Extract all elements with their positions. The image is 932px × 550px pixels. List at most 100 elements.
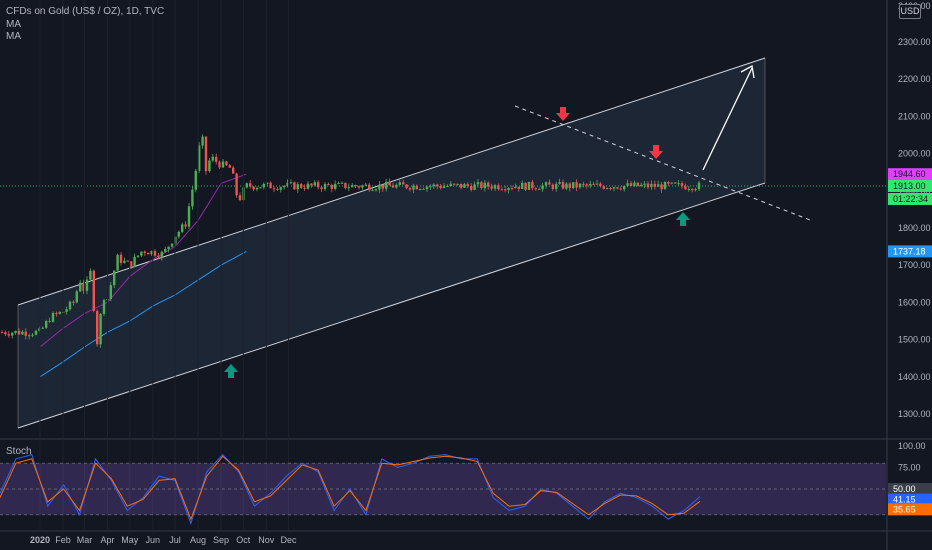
candle <box>585 183 588 189</box>
candle <box>541 182 544 192</box>
candle <box>544 181 548 189</box>
candle <box>289 179 293 185</box>
candle <box>490 183 493 191</box>
candle <box>133 253 136 268</box>
price-tick-label: 1300.00 <box>898 409 931 419</box>
candle <box>510 185 514 191</box>
sell-arrow-icon <box>649 145 663 159</box>
candle <box>75 289 78 304</box>
candle <box>208 158 211 173</box>
candle <box>364 182 367 186</box>
candle <box>357 185 361 190</box>
target-arrow-line[interactable] <box>702 67 753 171</box>
candle <box>143 250 146 256</box>
candle <box>578 183 582 189</box>
candle <box>555 181 558 192</box>
candle <box>606 187 609 190</box>
candle <box>402 179 405 185</box>
candle <box>514 183 517 189</box>
candle <box>422 187 425 190</box>
candle <box>697 180 701 191</box>
candle <box>663 181 667 190</box>
candle <box>215 153 218 165</box>
candle <box>412 183 415 194</box>
candle <box>327 182 330 186</box>
candle <box>55 311 58 317</box>
candle <box>194 168 197 193</box>
stoch-d-line[interactable] <box>0 455 701 521</box>
candle <box>153 249 157 258</box>
channel-top-line[interactable] <box>17 57 766 306</box>
candle <box>374 188 378 192</box>
candle <box>419 188 422 191</box>
candle <box>65 306 68 315</box>
candle <box>368 182 371 192</box>
channel-fill <box>18 58 765 428</box>
candle <box>687 185 690 192</box>
candle <box>238 192 242 202</box>
candle <box>79 279 82 292</box>
candle <box>616 187 619 190</box>
candle <box>85 276 89 295</box>
candle <box>184 221 187 230</box>
candle <box>262 182 265 190</box>
time-tick-label: 2020 <box>30 535 50 545</box>
sell-arrow-icon <box>556 107 570 121</box>
candle <box>534 187 537 191</box>
candle <box>272 185 276 193</box>
price-tag <box>888 168 932 181</box>
time-tick-label: Mar <box>77 535 93 545</box>
candle <box>572 182 575 190</box>
candle <box>473 181 476 191</box>
candle <box>140 251 143 257</box>
candle <box>463 182 466 188</box>
candle <box>470 183 473 192</box>
candle <box>58 311 61 315</box>
ma-legend-slow[interactable]: MA <box>6 31 21 42</box>
candle <box>507 187 510 194</box>
currency-selector[interactable]: USD <box>899 4 921 19</box>
candle <box>191 186 194 210</box>
ma-fast-line[interactable] <box>39 173 247 348</box>
candle <box>28 333 31 340</box>
candle <box>561 179 565 190</box>
candle <box>538 187 541 191</box>
candle <box>313 179 316 187</box>
candle <box>170 243 174 248</box>
ma-legend-fast[interactable]: MA <box>6 19 21 30</box>
candle <box>7 330 10 338</box>
candle <box>456 183 459 186</box>
candle <box>181 222 184 234</box>
candle <box>130 261 133 269</box>
time-tick-label: Sep <box>213 535 229 545</box>
candle <box>72 300 75 306</box>
buy-arrow-icon <box>224 364 238 378</box>
ma-slow-line[interactable] <box>39 250 247 378</box>
candle <box>657 180 660 187</box>
price-tick-label: 2300.00 <box>898 37 931 47</box>
candle <box>89 268 92 282</box>
chart-title: CFDs on Gold (US$ / OZ), 1D, TVC <box>6 6 165 17</box>
candle <box>361 184 364 190</box>
candle <box>391 183 395 188</box>
candle <box>38 326 41 332</box>
candle <box>347 183 350 192</box>
stoch-legend[interactable]: Stoch <box>6 446 32 457</box>
channel-bottom-line[interactable] <box>17 182 766 429</box>
candle <box>599 181 602 188</box>
candle <box>228 164 231 168</box>
candle <box>684 183 687 190</box>
candle <box>24 328 27 340</box>
candle <box>674 182 677 184</box>
price-tick-label: 1400.00 <box>898 372 931 382</box>
candle <box>109 281 112 302</box>
candle <box>653 180 656 190</box>
price-tag <box>888 179 932 192</box>
candle <box>259 187 262 189</box>
candle <box>521 180 524 189</box>
candle <box>609 187 612 191</box>
stoch-k-line[interactable] <box>0 453 701 525</box>
candle <box>296 181 299 193</box>
candle <box>650 180 653 190</box>
